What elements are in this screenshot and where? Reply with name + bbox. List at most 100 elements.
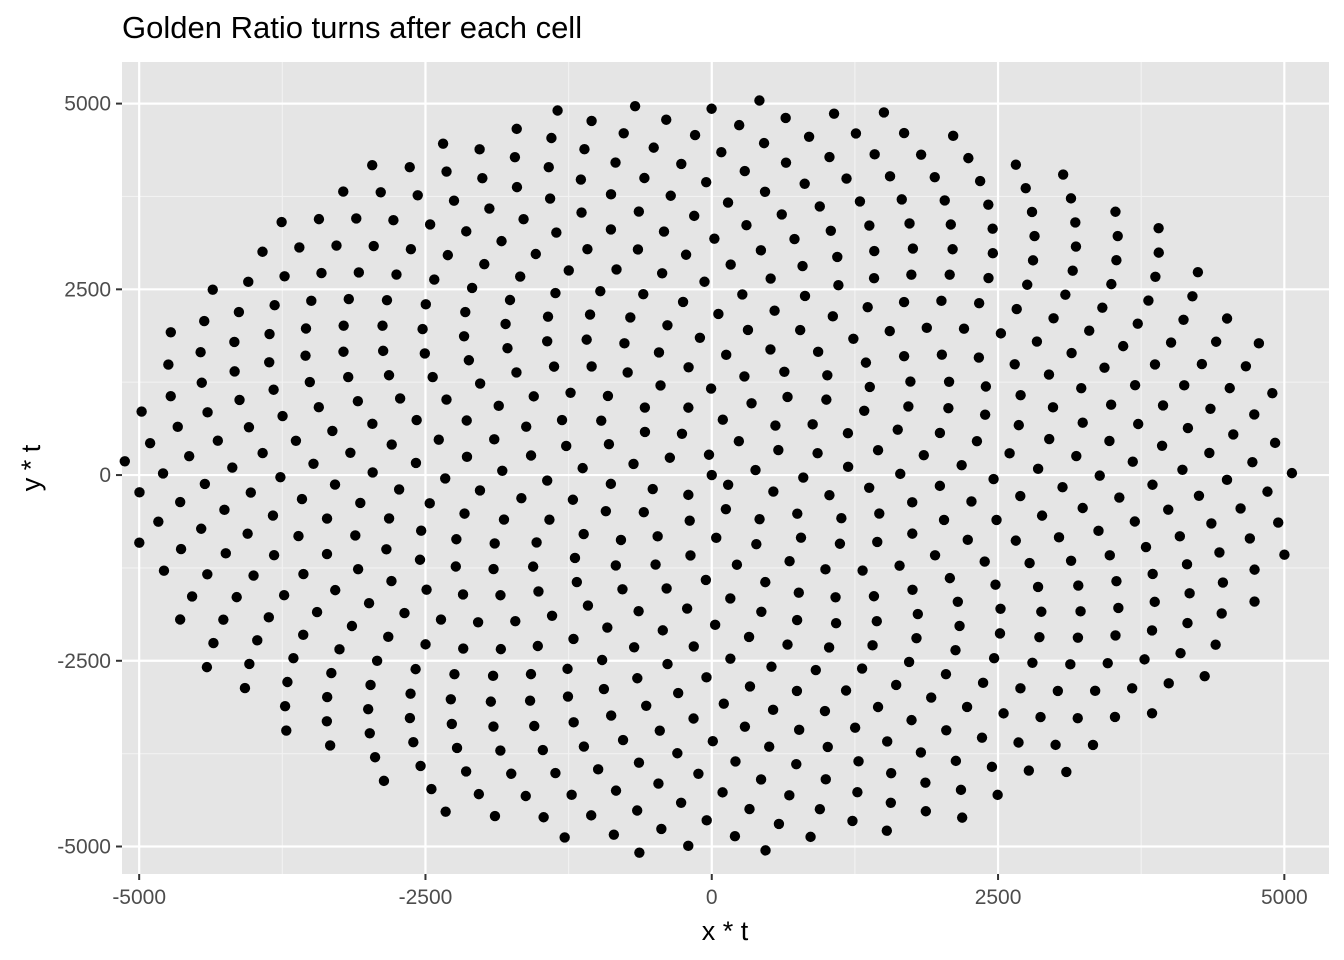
scatter-point: [243, 422, 255, 433]
scatter-point: [393, 484, 405, 495]
scatter-point: [995, 603, 1006, 614]
scatter-point: [766, 661, 777, 672]
scatter-point: [229, 366, 240, 377]
scatter-point: [550, 767, 561, 779]
scatter-point: [489, 538, 500, 549]
scatter-point: [1075, 606, 1086, 617]
scatter-point: [992, 789, 1003, 801]
scatter-point: [448, 195, 460, 206]
scatter-point: [383, 370, 395, 381]
scatter-point: [633, 206, 645, 217]
scatter-point: [1206, 518, 1217, 529]
scatter-point: [833, 280, 844, 291]
scatter-point: [502, 343, 513, 354]
scatter-point: [1087, 739, 1099, 751]
scatter-point: [744, 681, 756, 692]
scatter-point: [760, 845, 771, 856]
scatter-point: [419, 348, 431, 359]
scatter-point: [520, 790, 531, 802]
scatter-point: [1032, 581, 1044, 593]
scatter-point: [920, 777, 931, 788]
scatter-point: [709, 619, 721, 631]
scatter-point: [683, 362, 694, 373]
x-tick-label: 0: [706, 886, 718, 909]
scatter-point: [326, 667, 337, 679]
scatter-point: [842, 461, 854, 473]
scatter-point: [701, 815, 712, 826]
scatter-point: [872, 536, 883, 548]
scatter-point: [511, 181, 523, 193]
scatter-point: [680, 249, 692, 260]
scatter-point: [1043, 369, 1055, 380]
scatter-point: [605, 478, 617, 490]
scatter-point: [625, 312, 636, 323]
scatter-point: [343, 293, 354, 305]
scatter-point: [313, 213, 325, 225]
scatter-point: [1117, 340, 1129, 352]
scatter-point: [351, 213, 362, 224]
scatter-point: [860, 357, 872, 368]
scatter-point: [784, 790, 795, 801]
scatter-point: [479, 258, 490, 270]
grid-minor: [122, 62, 1329, 874]
scatter-point: [195, 347, 206, 358]
scatter-point: [437, 138, 449, 149]
scatter-point: [744, 803, 755, 815]
scatter-point: [639, 426, 651, 438]
y-tick-label: 5000: [64, 93, 111, 116]
scatter-point: [1163, 504, 1174, 515]
scatter-point: [665, 190, 676, 201]
scatter-point: [377, 345, 389, 357]
scatter-point: [703, 449, 715, 460]
scatter-point: [538, 812, 549, 823]
scatter-point: [615, 534, 627, 546]
scatter-point: [473, 788, 485, 800]
scatter-point: [381, 544, 392, 555]
scatter-point: [1153, 247, 1164, 258]
scatter-point: [563, 265, 574, 276]
scatter-point: [961, 701, 973, 713]
scatter-point: [656, 268, 668, 279]
scatter-point: [812, 346, 824, 358]
scatter-point: [410, 663, 421, 675]
scatter-point: [1126, 683, 1138, 694]
scatter-point: [1249, 596, 1260, 607]
scatter-point: [779, 366, 790, 378]
scatter-point: [654, 725, 665, 736]
scatter-point: [388, 215, 399, 226]
scatter-point: [548, 361, 560, 372]
scatter-point: [581, 334, 592, 345]
scatter-point: [1036, 510, 1048, 521]
scatter-point: [1065, 659, 1076, 670]
scatter-point: [136, 406, 147, 417]
scatter-point: [321, 548, 333, 560]
scatter-point: [461, 451, 473, 463]
scatter-point: [1070, 217, 1081, 228]
scatter-point: [529, 720, 540, 732]
scatter-point: [995, 328, 1007, 339]
scatter-point: [595, 285, 606, 297]
scatter-point: [489, 810, 501, 822]
scatter-point: [399, 607, 410, 619]
scatter-point: [1150, 271, 1161, 282]
scatter-point: [720, 503, 732, 515]
scatter-point: [163, 359, 174, 370]
scatter-point: [864, 220, 875, 231]
scatter-point: [1052, 685, 1064, 697]
scatter-point: [500, 318, 511, 330]
scatter-point: [567, 494, 579, 505]
scatter-point: [582, 243, 593, 255]
scatter-point: [1094, 470, 1105, 481]
scatter-point: [528, 391, 539, 402]
scatter-point: [383, 631, 394, 643]
scatter-point: [1076, 382, 1087, 394]
scatter-point: [834, 538, 846, 549]
scatter-point: [485, 696, 497, 707]
scatter-point: [562, 663, 573, 675]
scatter-point: [979, 556, 990, 567]
scatter-point: [759, 186, 771, 198]
scatter-point: [864, 381, 875, 393]
scatter-point: [1027, 255, 1039, 266]
scatter-point: [1034, 631, 1045, 643]
scatter-point: [1105, 399, 1117, 410]
